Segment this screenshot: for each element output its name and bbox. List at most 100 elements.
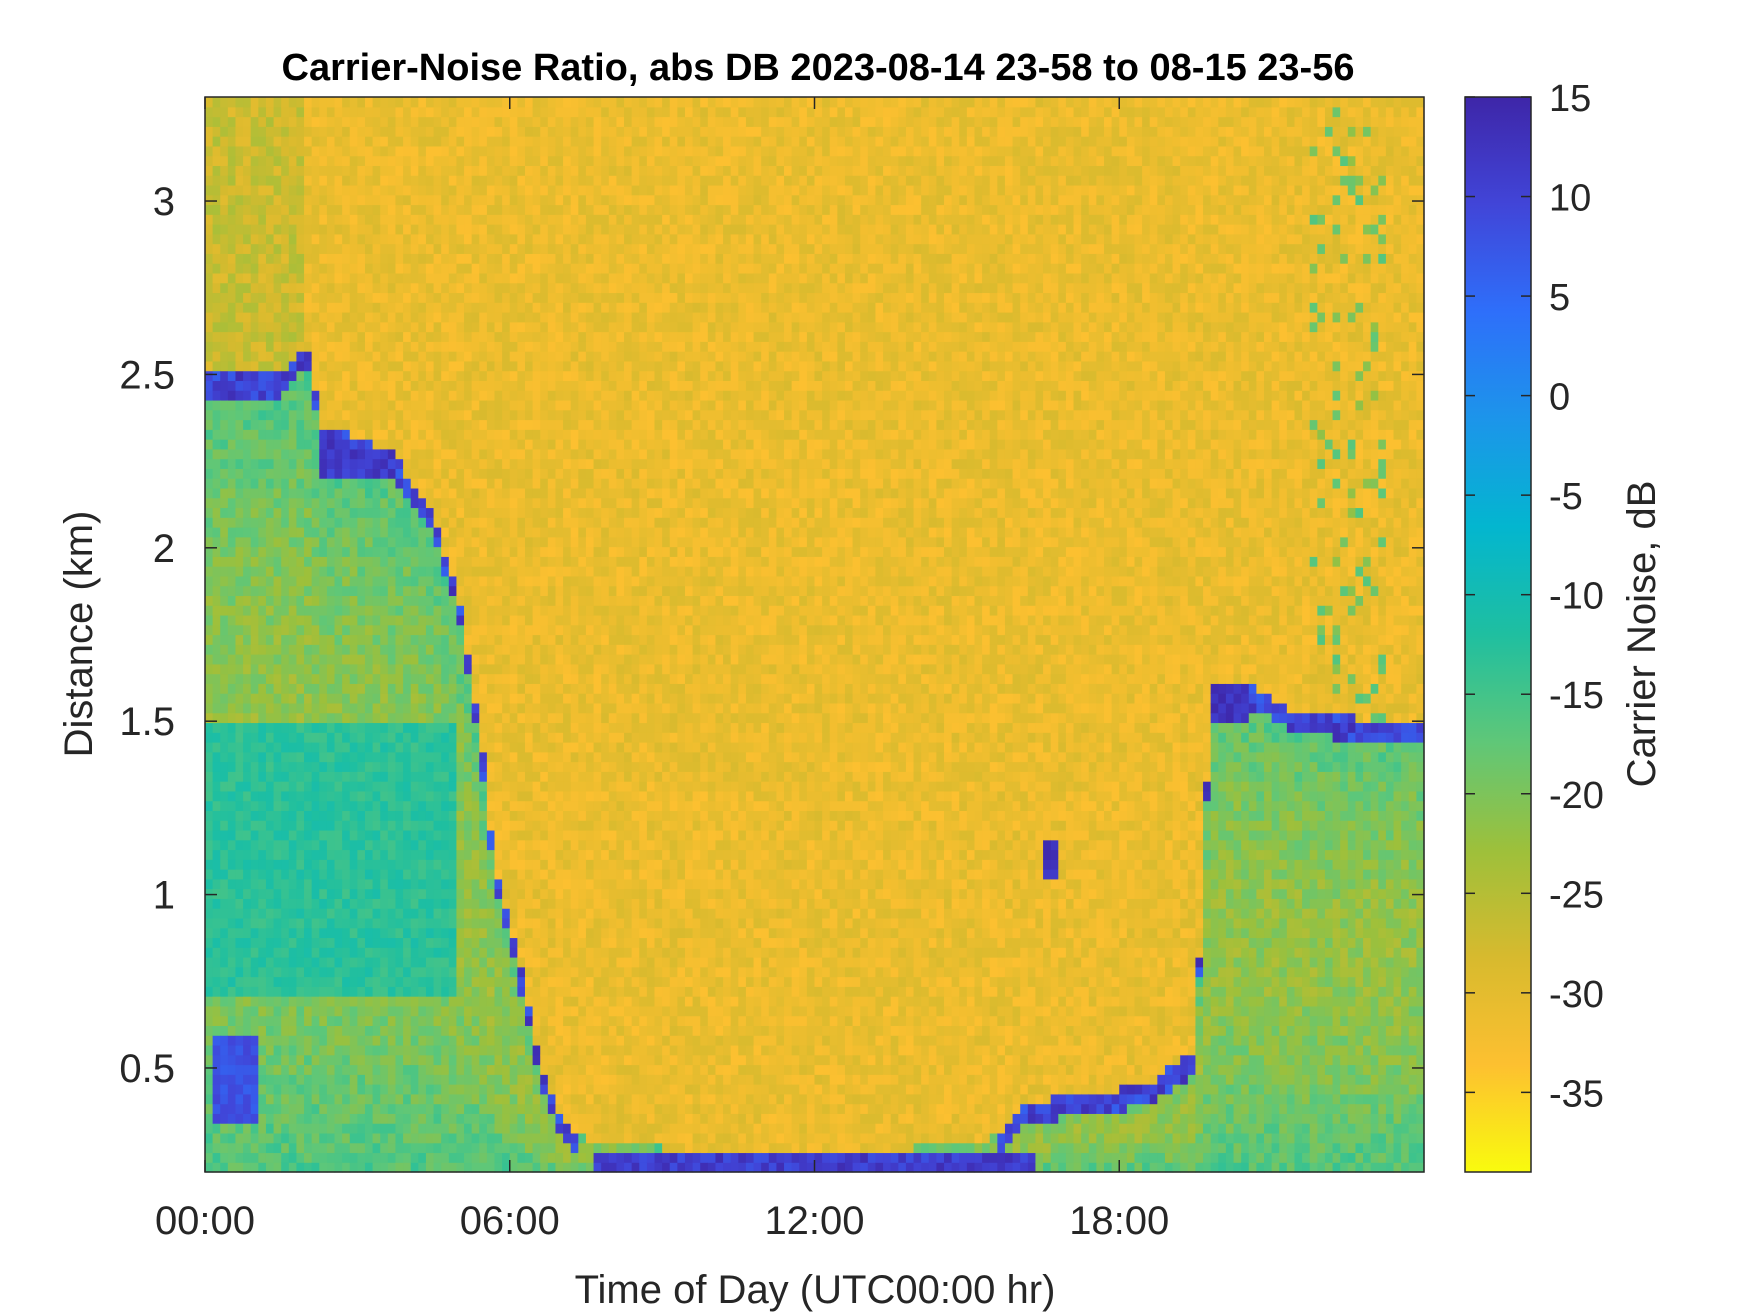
heatmap-cell xyxy=(433,1025,442,1036)
heatmap-cell xyxy=(304,390,313,401)
heatmap-cell xyxy=(486,957,496,968)
heatmap-cell xyxy=(357,917,366,929)
heatmap-cell xyxy=(502,272,511,284)
heatmap-cell xyxy=(357,145,366,157)
heatmap-cell xyxy=(464,1084,473,1095)
heatmap-cell xyxy=(418,800,427,812)
heatmap-cell xyxy=(494,1142,503,1154)
heatmap-cell xyxy=(532,106,541,118)
heatmap-cell xyxy=(540,214,549,225)
heatmap-cell xyxy=(524,175,534,186)
heatmap-cell xyxy=(334,292,343,303)
heatmap-cell xyxy=(319,947,328,958)
heatmap-cell xyxy=(486,654,496,665)
heatmap-cell xyxy=(509,272,518,284)
heatmap-cell xyxy=(334,820,343,831)
heatmap-cell xyxy=(410,849,419,860)
heatmap-cell xyxy=(334,869,343,880)
heatmap-cell xyxy=(486,1162,496,1173)
heatmap-cell xyxy=(494,341,503,352)
heatmap-cell xyxy=(326,1084,336,1095)
heatmap-cell xyxy=(342,1162,351,1173)
heatmap-cell xyxy=(250,800,259,812)
heatmap-cell xyxy=(509,605,518,616)
heatmap-cell xyxy=(418,702,427,714)
heatmap-cell xyxy=(288,204,298,215)
heatmap-cell xyxy=(357,732,366,743)
heatmap-cell xyxy=(243,790,252,802)
heatmap-cell xyxy=(235,898,244,909)
heatmap-cell xyxy=(532,878,541,890)
heatmap-cell xyxy=(212,849,221,860)
heatmap-cell xyxy=(471,155,480,167)
heatmap-cell xyxy=(205,1005,214,1017)
heatmap-cell xyxy=(380,605,389,616)
heatmap-cell xyxy=(304,859,313,870)
heatmap-cell xyxy=(410,536,419,548)
heatmap-cell xyxy=(524,693,534,704)
heatmap-cell xyxy=(304,898,313,909)
heatmap-cell xyxy=(464,937,473,948)
heatmap-cell xyxy=(357,810,366,821)
heatmap-cell xyxy=(380,390,389,401)
heatmap-cell xyxy=(304,790,313,802)
heatmap-cell xyxy=(524,829,534,841)
heatmap-cell xyxy=(448,272,458,284)
heatmap-cell xyxy=(319,849,328,860)
heatmap-cell xyxy=(509,1103,518,1114)
heatmap-cell xyxy=(372,888,381,899)
heatmap-cell xyxy=(418,272,427,284)
heatmap-cell xyxy=(212,243,221,254)
heatmap-cell xyxy=(220,1123,229,1134)
heatmap-cell xyxy=(342,155,351,167)
heatmap-cell xyxy=(258,517,267,528)
heatmap-cell xyxy=(486,849,496,860)
heatmap-cell xyxy=(311,546,320,557)
heatmap-cell xyxy=(258,839,267,851)
heatmap-cell xyxy=(334,898,343,909)
heatmap-cell xyxy=(212,214,221,225)
heatmap-cell xyxy=(334,976,343,987)
heatmap-cell xyxy=(311,233,320,245)
heatmap-cell xyxy=(250,771,259,782)
heatmap-cell xyxy=(281,986,290,997)
heatmap-cell xyxy=(220,390,229,401)
heatmap-cell xyxy=(296,654,305,665)
heatmap-cell xyxy=(364,145,374,157)
heatmap-cell xyxy=(319,693,328,704)
heatmap-cell xyxy=(403,614,412,626)
heatmap-cell xyxy=(265,790,275,802)
heatmap-cell xyxy=(532,1054,541,1066)
heatmap-cell xyxy=(387,908,397,919)
heatmap-cell xyxy=(250,399,259,411)
heatmap-cell xyxy=(319,399,328,411)
heatmap-cell xyxy=(486,986,496,997)
heatmap-cell xyxy=(220,478,229,489)
heatmap-cell xyxy=(334,224,343,235)
heatmap-cell xyxy=(220,761,229,772)
heatmap-cell xyxy=(471,634,480,645)
heatmap-cell xyxy=(227,243,237,254)
heatmap-cell xyxy=(212,390,221,401)
heatmap-cell xyxy=(502,595,511,606)
heatmap-cell xyxy=(540,732,549,743)
heatmap-cell xyxy=(364,673,374,684)
heatmap-cell xyxy=(456,820,465,831)
heatmap-cell xyxy=(479,1054,488,1066)
heatmap-cell xyxy=(288,644,298,655)
heatmap-cell xyxy=(235,126,244,137)
heatmap-cell xyxy=(418,536,427,548)
heatmap-cell xyxy=(509,175,518,186)
heatmap-cell xyxy=(319,204,328,215)
heatmap-cell xyxy=(243,224,252,235)
heatmap-cell xyxy=(517,527,526,538)
heatmap-cell xyxy=(250,527,259,538)
heatmap-cell xyxy=(372,106,381,118)
heatmap-cell xyxy=(403,312,412,323)
heatmap-cell xyxy=(464,810,473,821)
heatmap-cell xyxy=(464,712,473,724)
heatmap-cell xyxy=(418,204,427,215)
heatmap-cell xyxy=(243,927,252,939)
heatmap-cell xyxy=(311,243,320,254)
heatmap-cell xyxy=(502,507,511,518)
